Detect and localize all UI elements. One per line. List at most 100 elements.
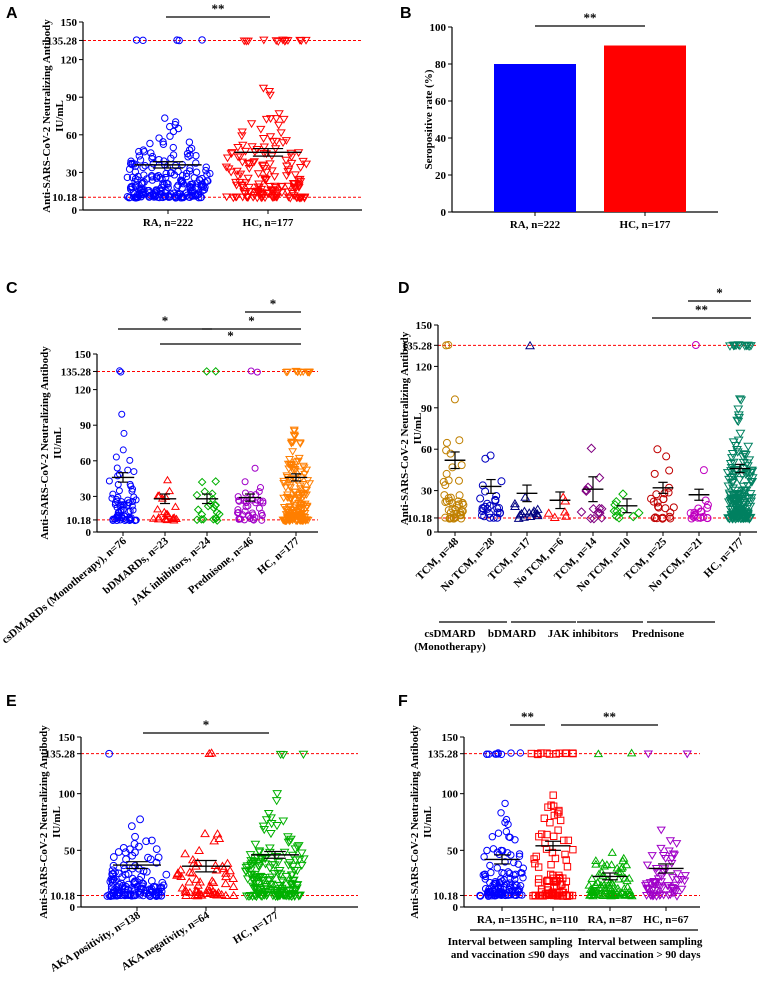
data-point <box>606 860 617 869</box>
data-point <box>244 160 255 169</box>
y-tick-label: 30 <box>80 491 92 503</box>
data-point <box>611 496 622 507</box>
data-point <box>254 847 265 856</box>
data-point <box>156 185 164 193</box>
data-point <box>241 868 251 877</box>
data-point <box>491 496 500 505</box>
y-tick-label: 90 <box>421 403 433 415</box>
data-point <box>507 887 515 895</box>
data-point <box>295 494 305 502</box>
data-point <box>300 470 310 479</box>
data-point <box>251 464 259 472</box>
panel-d: D Anti-SARS-CoV-2 Neutralizing Antibody IU… <box>398 280 758 653</box>
data-point <box>532 504 543 513</box>
data-point <box>271 137 282 146</box>
data-point <box>286 496 296 504</box>
data-point <box>153 514 163 523</box>
data-point <box>287 190 298 198</box>
y-tick-label: 10.18 <box>433 890 458 902</box>
data-point <box>295 485 305 493</box>
y-tick-label: 30 <box>66 167 78 179</box>
data-point <box>583 482 593 493</box>
data-point <box>599 861 610 870</box>
data-point <box>211 500 221 510</box>
data-point <box>490 879 499 888</box>
data-point <box>105 477 113 485</box>
data-point <box>244 183 254 192</box>
data-point <box>696 513 705 522</box>
data-point <box>111 515 119 523</box>
data-point <box>112 453 120 461</box>
significance-label: * <box>203 717 210 732</box>
data-point <box>496 879 504 887</box>
data-point <box>241 507 249 515</box>
data-point <box>140 147 148 156</box>
data-point <box>124 870 133 878</box>
data-point <box>204 748 215 758</box>
data-point <box>559 507 570 516</box>
y-tick-label: 10.18 <box>407 513 432 525</box>
data-point <box>728 484 738 493</box>
data-point <box>255 488 263 496</box>
data-point <box>485 888 493 897</box>
data-point <box>207 489 217 498</box>
bar <box>494 64 576 212</box>
data-point <box>489 513 498 522</box>
y-tick-label: 135.28 <box>45 749 76 761</box>
data-point <box>239 37 249 46</box>
data-point <box>730 341 741 351</box>
data-point <box>627 891 637 900</box>
data-point <box>288 179 299 188</box>
data-point <box>207 876 218 885</box>
data-point <box>736 396 747 405</box>
data-point <box>209 503 219 513</box>
data-point <box>455 491 464 500</box>
data-point <box>187 144 196 153</box>
data-point <box>302 502 312 511</box>
data-point <box>745 342 756 351</box>
data-point <box>666 508 675 517</box>
data-series <box>722 341 758 524</box>
data-point <box>497 890 505 898</box>
data-point <box>192 490 202 500</box>
data-point <box>671 888 681 897</box>
data-point <box>291 458 301 467</box>
data-point <box>274 121 284 130</box>
data-point <box>657 884 667 893</box>
data-point <box>262 888 273 898</box>
data-point <box>746 466 757 476</box>
data-point <box>252 853 262 862</box>
data-point <box>537 830 546 838</box>
data-point <box>598 889 609 898</box>
data-point <box>274 110 284 119</box>
data-point <box>103 892 112 900</box>
data-point <box>253 189 264 198</box>
data-point <box>221 163 232 172</box>
data-point <box>108 891 116 900</box>
data-point <box>259 143 269 152</box>
panel-e: E Anti-SARS-CoV-2 Neutralizing Antibody IU… <box>6 693 358 975</box>
data-point <box>135 152 144 160</box>
data-point <box>242 862 253 871</box>
data-point <box>119 446 127 454</box>
significance-label: * <box>270 296 277 311</box>
data-point <box>126 514 134 522</box>
data-point <box>119 844 128 852</box>
data-point <box>283 166 294 175</box>
data-point <box>735 429 746 439</box>
data-point <box>550 891 559 899</box>
data-point <box>113 464 121 472</box>
data-point <box>161 492 171 500</box>
data-point <box>739 450 750 459</box>
significance-label: ** <box>212 1 225 16</box>
data-point <box>450 395 459 404</box>
data-point <box>182 172 191 181</box>
data-point <box>476 494 485 503</box>
data-series <box>172 748 239 900</box>
data-point <box>294 856 305 865</box>
panel-c: C Anti-SARS-CoV-2 Neutralizing Antibody IU… <box>0 280 318 646</box>
panel-f: F Anti-SARS-CoV-2 Neutralizing Antibody IU… <box>398 693 703 961</box>
data-point <box>130 468 138 476</box>
data-point <box>483 846 491 855</box>
y-axis-unit: IU/mL <box>52 427 64 459</box>
